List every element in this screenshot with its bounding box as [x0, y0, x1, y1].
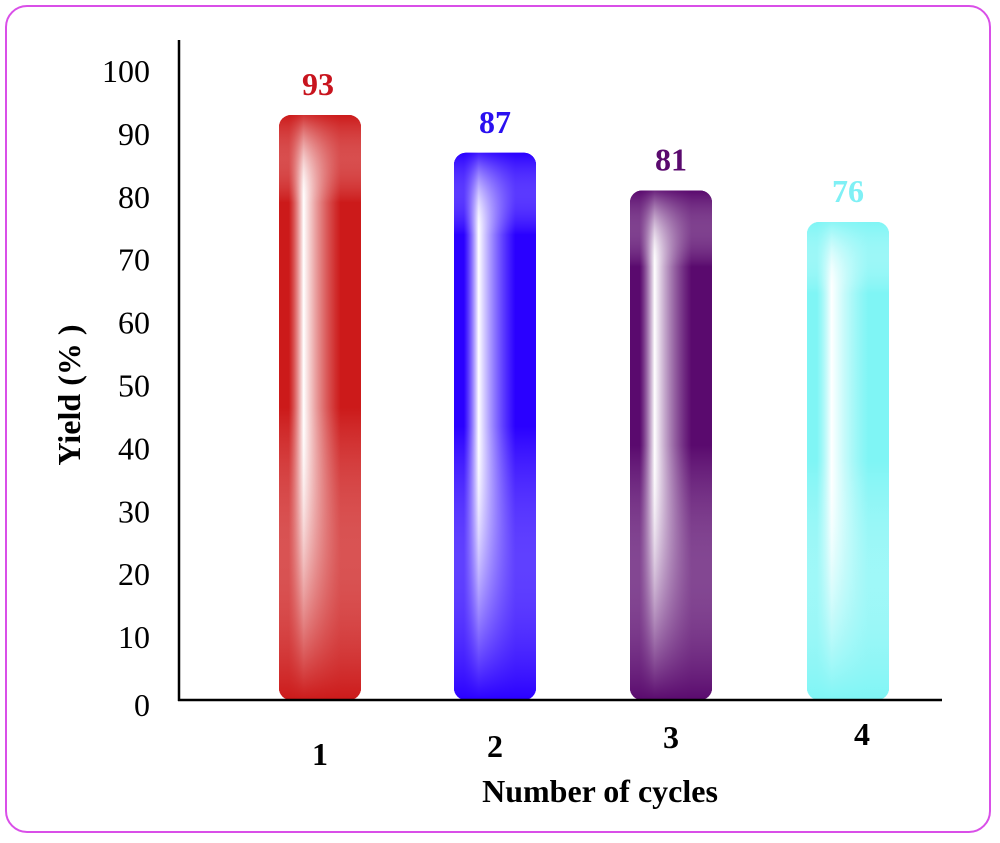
data-label: 87: [479, 104, 511, 140]
bar-cycle-3: [630, 190, 712, 700]
y-tick-label: 80: [118, 179, 150, 215]
data-label: 81: [655, 142, 687, 178]
y-tick-label: 100: [102, 53, 150, 89]
x-tick-label: 4: [854, 716, 870, 752]
y-tick-label: 0: [134, 687, 150, 723]
y-tick-label: 30: [118, 493, 150, 529]
y-tick-label: 60: [118, 305, 150, 341]
y-tick-label: 50: [118, 368, 150, 404]
figure-border: [5, 5, 991, 833]
y-tick-label: 10: [118, 619, 150, 655]
y-tick-label: 40: [118, 430, 150, 466]
y-tick-label: 20: [118, 556, 150, 592]
x-axis-title: Number of cycles: [482, 773, 718, 809]
y-tick-label: 90: [118, 116, 150, 152]
bar-cycle-2: [454, 152, 536, 700]
data-label: 76: [832, 173, 864, 209]
data-label: 93: [302, 66, 334, 102]
y-axis-title: Yield (% ): [51, 324, 87, 465]
x-tick-label: 1: [312, 736, 328, 772]
x-tick-label: 2: [487, 728, 503, 764]
y-tick-label: 70: [118, 242, 150, 278]
bar-cycle-1: [279, 115, 361, 700]
x-tick-label: 3: [663, 719, 679, 755]
bar-cycle-4: [807, 221, 889, 700]
